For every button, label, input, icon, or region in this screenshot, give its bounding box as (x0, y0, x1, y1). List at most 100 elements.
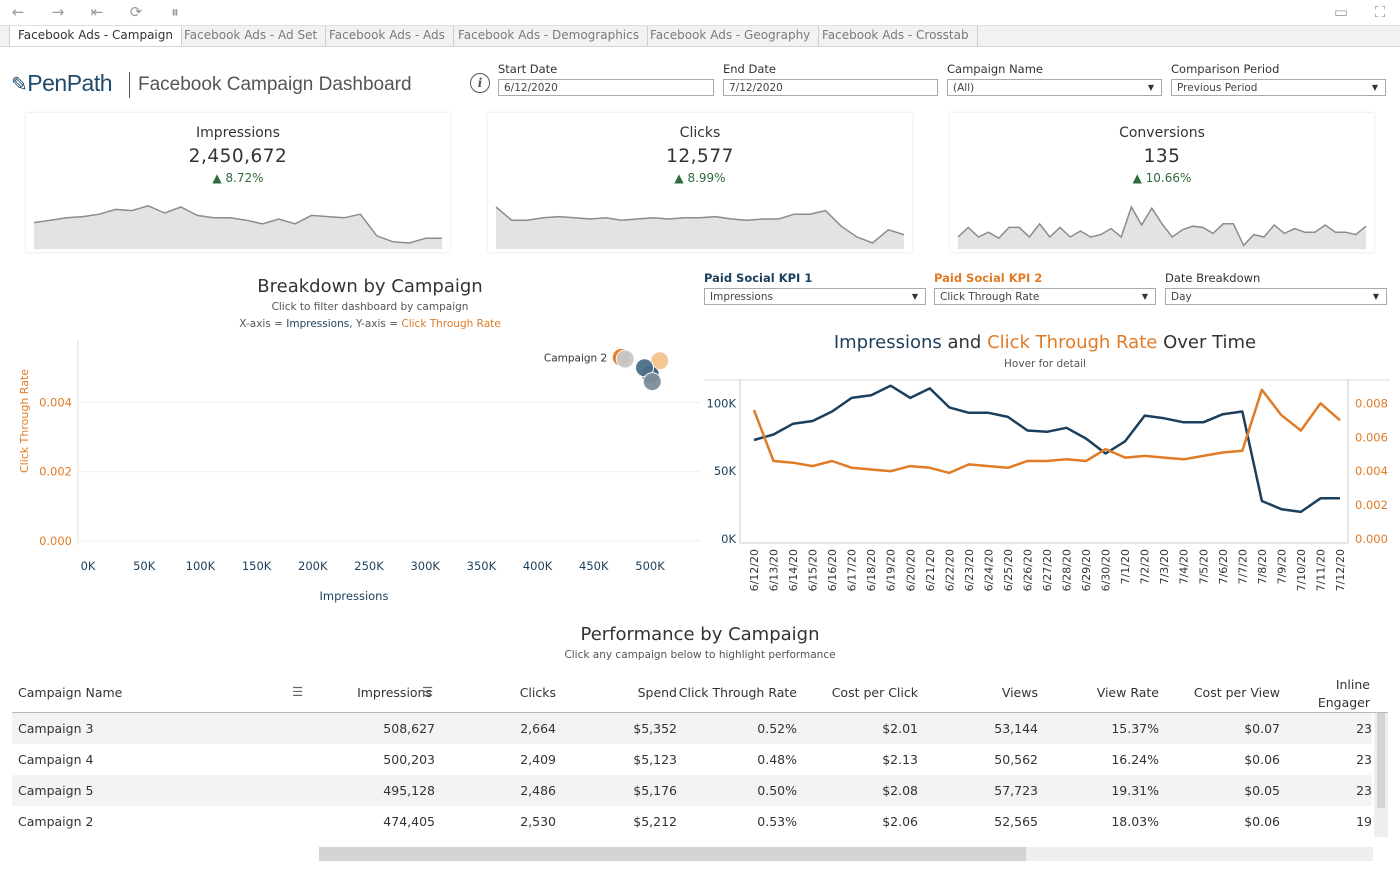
revert-icon[interactable]: ⇤ (90, 3, 104, 21)
cell-views: 57,723 (994, 783, 1038, 798)
x-tick-label: 6/29/20 (1080, 549, 1093, 591)
scatter-point[interactable] (615, 349, 635, 369)
table-row[interactable]: Campaign 4 500,203 2,409 $5,123 0.48% $2… (12, 744, 1372, 775)
kpi-card-clicks[interactable]: Clicks 12,577 ▲ 8.99% (488, 113, 912, 252)
cell-cost-per-view: $0.05 (1244, 783, 1280, 798)
cell-view-rate: 15.37% (1111, 721, 1159, 736)
end-date-input[interactable]: 7/12/2020 (723, 79, 938, 96)
comparison-period-select[interactable]: Previous Period ▼ (1171, 79, 1386, 96)
col-header-views[interactable]: Views (1001, 685, 1038, 700)
pause-icon[interactable]: ⏸ (171, 3, 179, 21)
kpi2-select[interactable]: Click Through Rate ▼ (934, 288, 1156, 305)
scatter-point[interactable] (642, 372, 662, 392)
redo-icon[interactable]: → (51, 3, 65, 21)
col-header-ctr[interactable]: Click Through Rate (678, 685, 797, 700)
date-breakdown-select[interactable]: Day ▼ (1165, 288, 1387, 305)
cell-impressions: 474,405 (383, 814, 435, 829)
sort-icon[interactable]: ☰ (422, 684, 434, 699)
logo-text: PenPath (27, 70, 113, 96)
undo-icon[interactable]: ← (11, 3, 25, 21)
x-tick-label: 6/23/20 (963, 549, 976, 591)
end-date-value: 7/12/2020 (729, 82, 783, 94)
x-tick-label: 6/25/20 (1002, 549, 1015, 591)
y1-tick-label: 100K (707, 396, 737, 410)
campaign-name-select[interactable]: (All) ▼ (947, 79, 1162, 96)
sort-icon[interactable]: ☰ (292, 684, 304, 699)
col-header-cost-per-click[interactable]: Cost per Click (831, 685, 918, 700)
tab-ad-set[interactable]: Facebook Ads - Ad Set (176, 26, 327, 46)
tab-ads[interactable]: Facebook Ads - Ads (321, 26, 454, 46)
cell-spend: $5,212 (633, 814, 677, 829)
info-icon[interactable]: i (470, 73, 490, 93)
col-header-inline-engager[interactable]: Inline Engager (1280, 676, 1370, 712)
cell-ctr: 0.52% (757, 721, 797, 736)
cell-view-rate: 16.24% (1111, 752, 1159, 767)
x-tick-label: 7/7/20 (1236, 549, 1249, 584)
kpi-card-impressions[interactable]: Impressions 2,450,672 ▲ 8.72% (26, 113, 450, 252)
kpi-sparkline (957, 205, 1367, 249)
refresh-icon[interactable]: ⟳ (129, 3, 143, 21)
x-tick-label: 7/3/20 (1158, 549, 1171, 584)
kpi-card-conversions[interactable]: Conversions 135 ▲ 10.66% (950, 113, 1374, 252)
dropdown-arrow-icon: ▼ (1141, 292, 1148, 301)
table-row[interactable]: Campaign 3 508,627 2,664 $5,352 0.52% $2… (12, 713, 1372, 744)
col-header-view-rate[interactable]: View Rate (1096, 685, 1159, 700)
timeline-title-ctr: Click Through Rate (987, 332, 1158, 353)
comment-icon[interactable]: ▭ (1333, 3, 1349, 21)
kpi-title: Impressions (196, 125, 280, 141)
kpi-sparkline (495, 206, 905, 249)
tab-geography[interactable]: Facebook Ads - Geography (642, 26, 820, 46)
cell-impressions: 508,627 (383, 721, 435, 736)
dropdown-arrow-icon: ▼ (911, 292, 918, 301)
table-row[interactable]: Campaign 5 495,128 2,486 $5,176 0.50% $2… (12, 775, 1372, 806)
impressions-line[interactable] (753, 384, 1340, 514)
pen-logo-icon: ✎ (11, 74, 28, 96)
x-axis-title: Impressions (320, 589, 389, 603)
cell-spend: $5,176 (633, 783, 677, 798)
cell-inline-engager: 23 (1356, 783, 1372, 798)
x-tick-label: 50K (133, 559, 156, 573)
x-tick-label: 7/4/20 (1178, 549, 1191, 584)
y2-tick-label: 0.000 (1355, 532, 1388, 546)
tab-campaign[interactable]: Facebook Ads - Campaign (9, 26, 182, 46)
x-tick-label: 100K (186, 559, 216, 573)
tab-crosstab[interactable]: Facebook Ads - Crosstab (814, 26, 978, 46)
start-date-input[interactable]: 6/12/2020 (498, 79, 714, 96)
cell-campaign-name: Campaign 5 (18, 783, 94, 798)
sparkline-area (496, 207, 904, 249)
horizontal-scroll-thumb[interactable] (319, 847, 1026, 861)
col-header-campaign-name[interactable]: Campaign Name (18, 685, 123, 700)
start-date-value: 6/12/2020 (504, 82, 558, 94)
timeline-chart[interactable]: 0K 50K 100K 0.000 0.002 0.004 0.006 0.008 6/12/2… (700, 375, 1400, 605)
col-header-spend[interactable]: Spend (637, 685, 677, 700)
x-tick-label: 7/11/20 (1314, 549, 1327, 591)
x-tick-label: 450K (579, 559, 609, 573)
scatter-callout-label: Campaign 2 (544, 352, 607, 364)
comparison-period-label: Comparison Period (1171, 62, 1280, 76)
col-header-impressions[interactable]: Impressions (357, 685, 432, 700)
sparkline-line (33, 205, 442, 244)
vertical-scroll-thumb[interactable] (1377, 713, 1385, 808)
col-header-cost-per-view[interactable]: Cost per View (1193, 685, 1280, 700)
horizontal-scrollbar[interactable] (319, 847, 1373, 861)
performance-table: Campaign Name ☰ Impressions ☰ Clicks Spe… (12, 670, 1388, 850)
ctr-line[interactable] (752, 388, 1341, 475)
tab-demographics[interactable]: Facebook Ads - Demographics (450, 26, 648, 46)
y-tick-label: 0.004 (39, 395, 72, 409)
cell-campaign-name: Campaign 3 (18, 721, 94, 736)
comparison-period-value: Previous Period (1177, 82, 1258, 94)
kpi-sparkline (33, 205, 442, 249)
kpi1-select[interactable]: Impressions ▼ (704, 288, 926, 305)
date-breakdown-label: Date Breakdown (1165, 271, 1261, 285)
x-tick-label: 7/5/20 (1197, 549, 1210, 584)
breakdown-scatter-chart[interactable]: 0.000 0.002 0.004 0K 50K 100K 150K 200K 250K 300K… (0, 335, 700, 610)
cell-cost-per-click: $2.08 (882, 783, 918, 798)
vertical-scrollbar[interactable] (1374, 713, 1388, 837)
table-row[interactable]: Campaign 2 474,405 2,530 $5,212 0.53% $2… (12, 806, 1372, 837)
axis-note-x: Impressions (286, 318, 350, 330)
col-header-clicks[interactable]: Clicks (519, 685, 556, 700)
fullscreen-icon[interactable]: ⛶ (1374, 3, 1386, 21)
x-tick-label: 6/19/20 (885, 549, 898, 591)
x-tick-label: 200K (298, 559, 328, 573)
campaign-name-value: (All) (953, 82, 975, 94)
